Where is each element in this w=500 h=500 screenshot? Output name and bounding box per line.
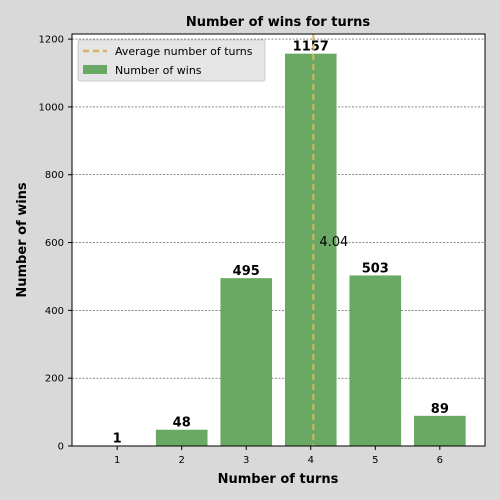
- x-tick-label: 4: [308, 455, 314, 466]
- plot-area: [72, 34, 485, 446]
- y-axis-ticks: 0 200 400 600 800 1000 1200: [39, 35, 72, 453]
- bar-value-label: 503: [362, 261, 389, 276]
- legend: Average number of turns Number of wins: [77, 39, 266, 82]
- bar-value-label: 89: [431, 402, 449, 417]
- x-tick-label: 2: [179, 455, 185, 466]
- y-tick-label: 1200: [39, 35, 64, 46]
- y-tick-label: 400: [45, 306, 64, 317]
- grid-lines: [72, 38, 485, 379]
- legend-wins-swatch: [83, 65, 107, 74]
- bar: [414, 415, 466, 446]
- y-tick-label: 600: [45, 238, 64, 249]
- bar-value-label: 1: [113, 432, 122, 447]
- plot-frame: [71, 33, 486, 447]
- legend-box: [77, 39, 266, 82]
- bar: [220, 278, 273, 446]
- bars: 1 48 495 1157 503 89: [91, 40, 466, 447]
- legend-mean-label: Average number of turns: [115, 45, 253, 58]
- y-tick-label: 800: [45, 170, 64, 181]
- bar-value-label: 1157: [293, 40, 329, 55]
- chart-title: Number of wins for turns: [186, 15, 370, 30]
- bar: [349, 275, 402, 446]
- x-tick-label: 6: [437, 455, 443, 466]
- x-axis-ticks: 1 2 3 4 5 6: [114, 446, 443, 466]
- y-tick-label: 200: [45, 374, 64, 385]
- y-axis-label: Number of wins: [15, 182, 30, 298]
- x-axis-label: Number of turns: [218, 472, 339, 487]
- bar-value-label: 48: [173, 416, 191, 431]
- mean-value-label: 4.04: [319, 235, 348, 250]
- x-tick-label: 5: [372, 455, 378, 466]
- mean-line-group: 4.04: [312, 34, 348, 446]
- legend-wins-label: Number of wins: [115, 64, 202, 77]
- bar-value-label: 495: [233, 264, 260, 279]
- y-tick-label: 0: [58, 442, 64, 453]
- y-tick-label: 1000: [39, 102, 64, 113]
- bar: [155, 429, 208, 446]
- bar: [284, 53, 337, 447]
- x-tick-label: 1: [114, 455, 120, 466]
- x-tick-label: 3: [243, 455, 249, 466]
